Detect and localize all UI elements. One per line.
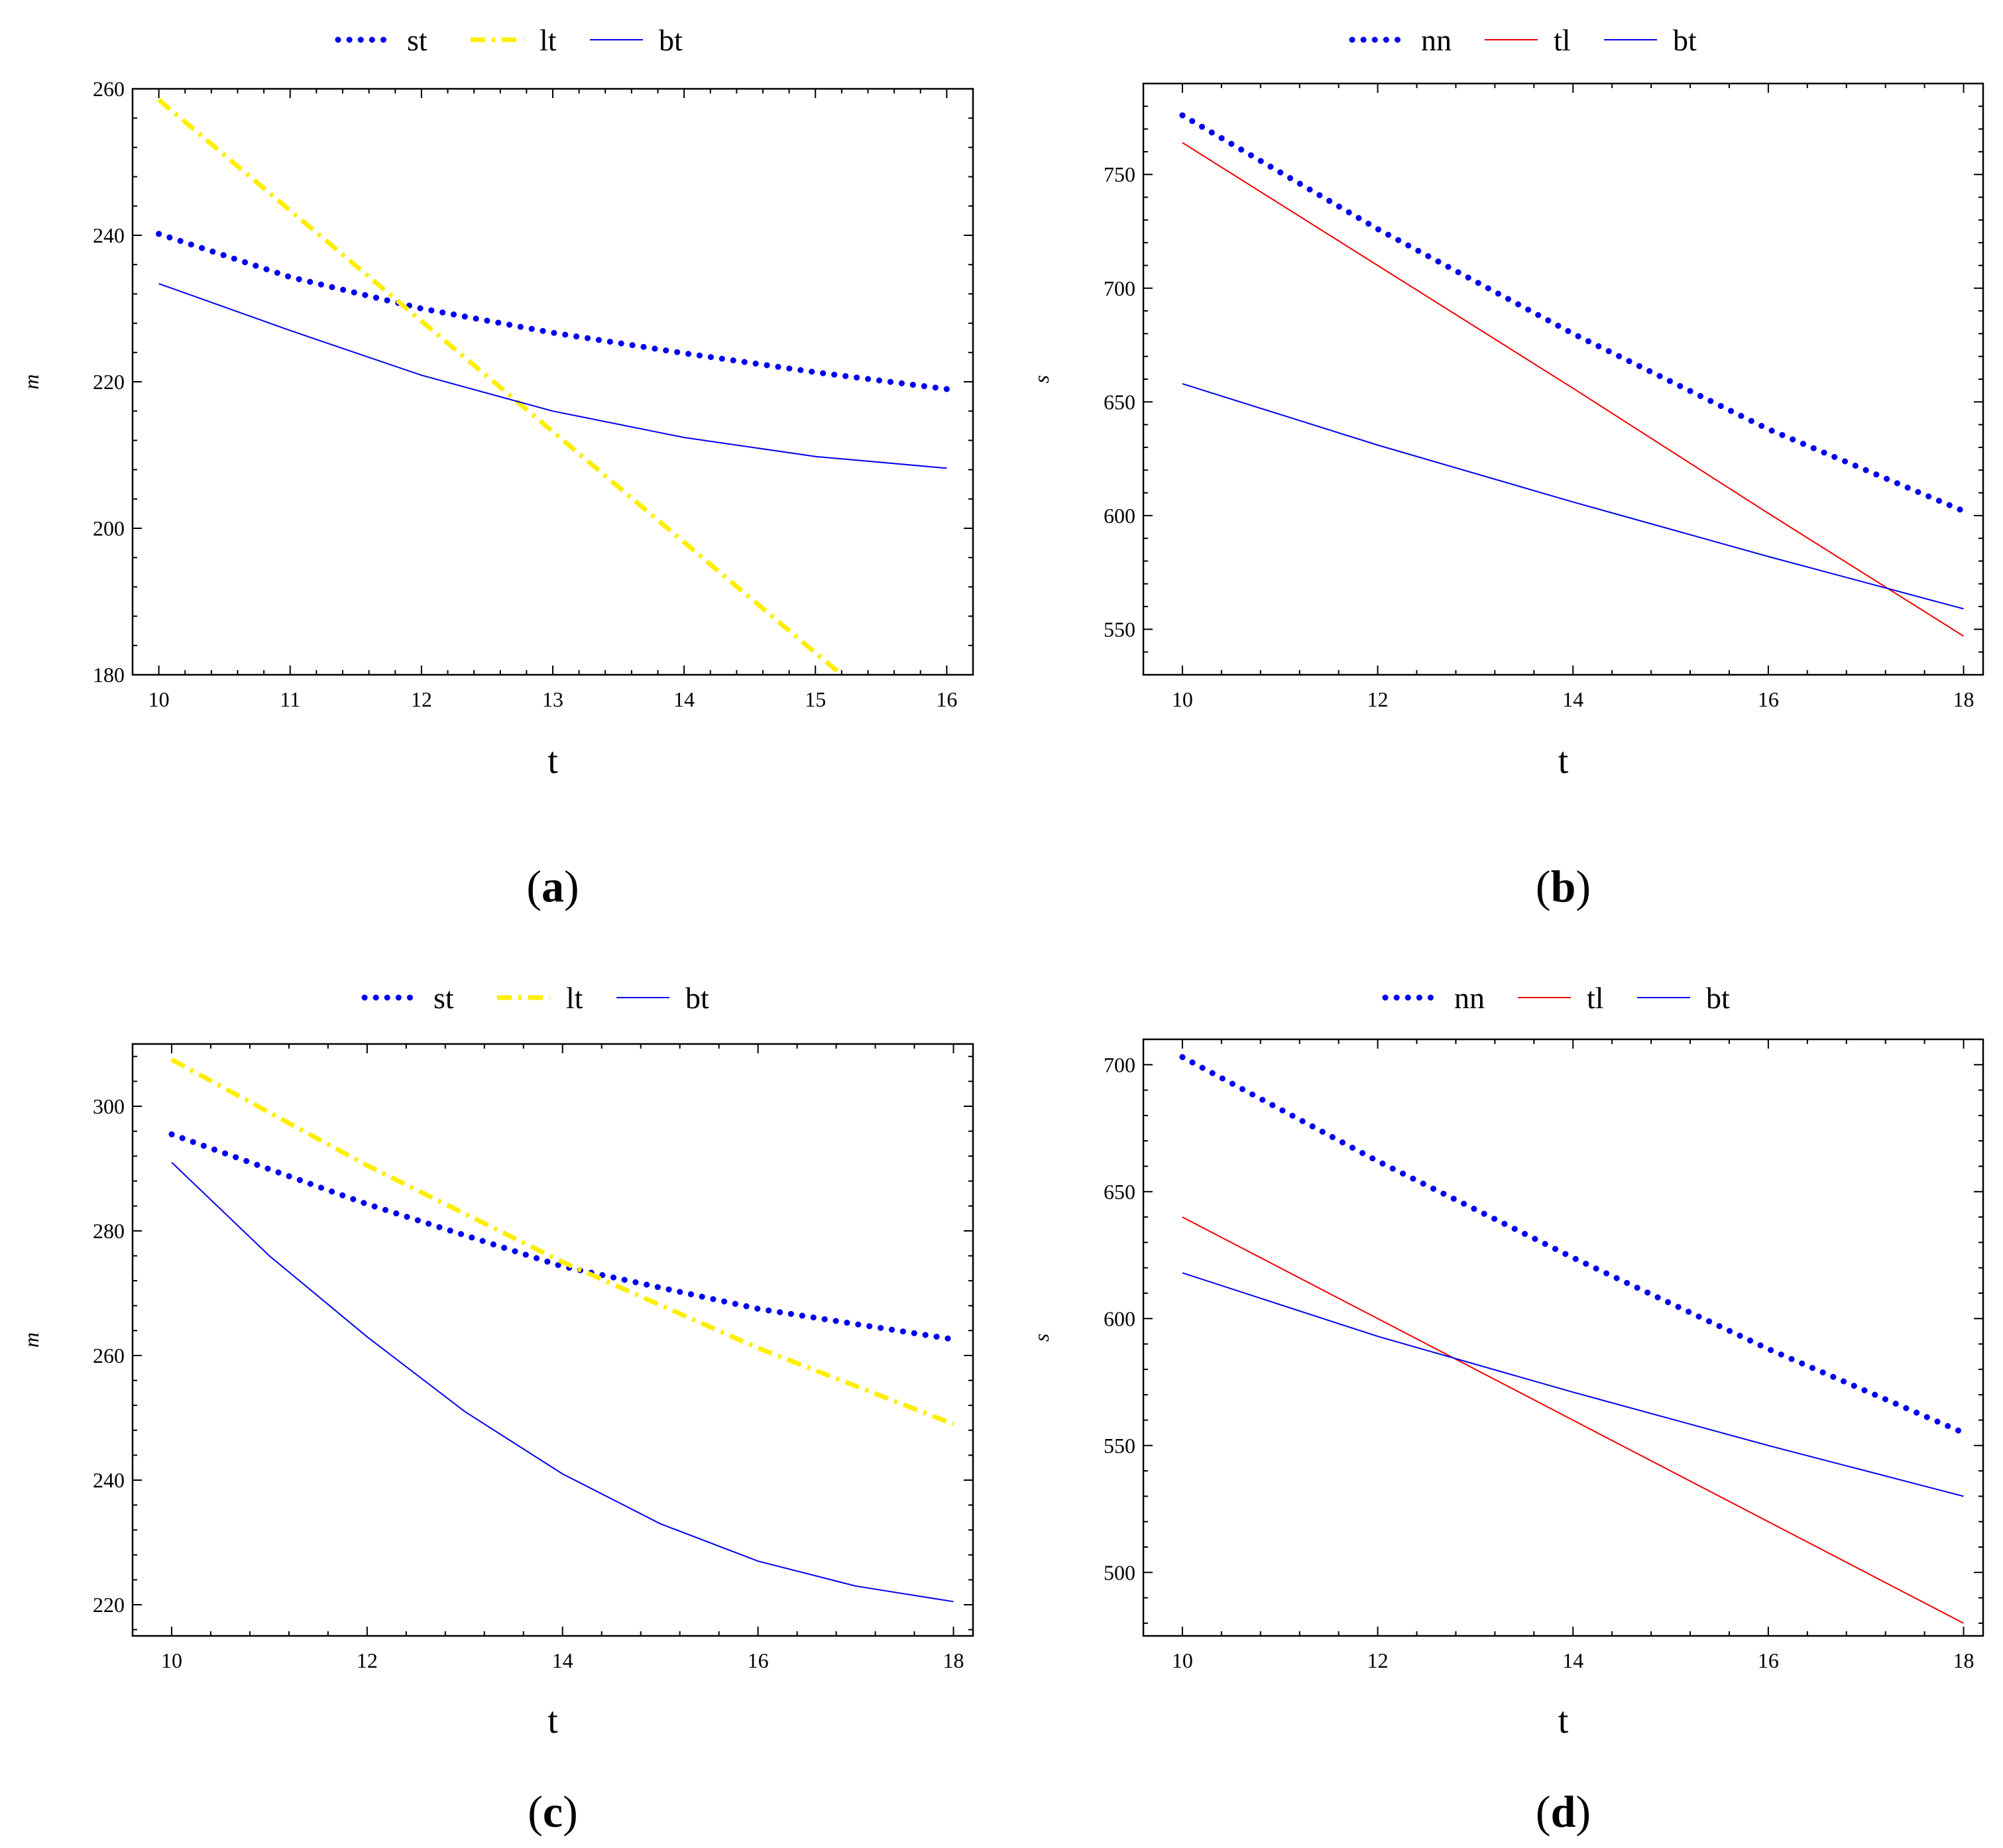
legend-label-st: st: [407, 23, 428, 57]
series-line-nn: [1179, 112, 1967, 514]
series-group: [1179, 1054, 1967, 1624]
series-line-bt: [1182, 1272, 1964, 1497]
y-tick-label: 650: [1104, 1180, 1135, 1204]
y-tick-label: 200: [93, 516, 125, 540]
y-tick-label: 600: [1104, 1306, 1135, 1330]
x-tick-label: 15: [805, 687, 826, 711]
series-line-bt: [1182, 382, 1964, 610]
series-line-bt: [158, 282, 947, 469]
x-tick-label: 10: [148, 687, 170, 711]
y-tick-label: 220: [93, 370, 125, 394]
x-axis-title: t: [547, 740, 558, 781]
y-tick-label: 220: [93, 1593, 125, 1617]
legend-label-lt: lt: [540, 23, 557, 57]
panel-caption: (c): [528, 1786, 578, 1837]
legend-label-nn: nn: [1421, 23, 1452, 57]
x-tick-label: 16: [1758, 1648, 1779, 1672]
x-tick-label: 18: [1953, 687, 1974, 711]
x-tick-label: 16: [1758, 687, 1779, 711]
series-group: [1179, 112, 1967, 637]
legend: nn tl bt: [1349, 23, 1697, 57]
y-tick-label: 240: [93, 1468, 125, 1492]
legend-label-bt: bt: [659, 23, 683, 57]
panel-caption: (a): [526, 861, 579, 911]
series-line-tl: [1182, 142, 1965, 637]
x-tick-label: 12: [1367, 1648, 1389, 1672]
legend-label-tl: tl: [1587, 981, 1604, 1015]
x-tick-label: 14: [673, 687, 695, 711]
y-tick-label: 700: [1104, 276, 1135, 300]
y-tick-label: 500: [1104, 1560, 1135, 1584]
x-tick-label: 10: [161, 1648, 182, 1672]
x-tick-label: 16: [936, 687, 957, 711]
series-line-lt: [157, 97, 844, 675]
legend-label-bt: bt: [685, 981, 709, 1015]
y-tick-label: 650: [1104, 390, 1135, 414]
x-tick-label: 18: [1953, 1648, 1974, 1672]
y-axis-title: m: [19, 1332, 43, 1348]
x-tick-label: 11: [280, 687, 300, 711]
plot-frame: [1142, 1038, 1984, 1637]
series-line-st: [168, 1131, 956, 1343]
legend: st lt bt: [361, 981, 709, 1015]
x-tick-label: 14: [1562, 1648, 1583, 1672]
legend: nn tl bt: [1382, 981, 1730, 1015]
series-group: [168, 1057, 956, 1603]
y-tick-label: 260: [93, 77, 125, 101]
series-line-st: [156, 231, 950, 392]
legend-label-lt: lt: [566, 981, 583, 1015]
y-tick-label: 550: [1104, 1434, 1135, 1458]
plot-frame: [131, 1043, 974, 1637]
y-tick-label: 550: [1104, 617, 1135, 641]
y-axis-title: s: [1029, 1334, 1053, 1342]
y-tick-label: 180: [93, 663, 125, 687]
series-line-nn: [1179, 1054, 1967, 1436]
x-tick-label: 12: [1367, 687, 1389, 711]
series-line-bt: [171, 1161, 954, 1603]
x-axis-title: t: [547, 1700, 558, 1741]
x-tick-label: 13: [542, 687, 563, 711]
series-line-tl: [1182, 1216, 1964, 1624]
series-line-lt: [170, 1057, 954, 1426]
panel-caption: (d): [1536, 1786, 1591, 1837]
plot-frame: [1142, 82, 1984, 676]
y-tick-label: 240: [93, 223, 125, 247]
legend-label-bt: bt: [1673, 23, 1697, 57]
legend: st lt bt: [335, 23, 683, 57]
series-group: [156, 97, 950, 675]
panel-c: 10 12 14 16 18 220 240 260 280 300 t m st lt bt (c): [19, 981, 974, 1837]
x-tick-label: 16: [748, 1648, 769, 1672]
x-tick-label: 14: [1562, 687, 1583, 711]
y-axis-title: s: [1029, 375, 1053, 383]
y-tick-label: 600: [1104, 504, 1135, 528]
y-tick-label: 300: [93, 1094, 125, 1118]
x-tick-label: 12: [411, 687, 432, 711]
legend-label-st: st: [433, 981, 454, 1015]
panel-b: 10 12 14 16 18 550 600 650 700 750 t s nn tl bt (b): [1029, 23, 1984, 911]
panel-caption: (b): [1536, 861, 1591, 911]
legend-label-bt: bt: [1706, 981, 1730, 1015]
x-axis-title: t: [1558, 1700, 1569, 1741]
x-tick-label: 12: [357, 1648, 378, 1672]
x-tick-label: 10: [1172, 1648, 1193, 1672]
panel-d: 10 12 14 16 18 500 550 600 650 700 t s nn tl bt (d): [1029, 981, 1984, 1837]
panel-a: 10 11 12 13 14 15 16 180 200 220 240 260 t m st lt bt (a): [19, 23, 974, 911]
y-tick-label: 260: [93, 1344, 125, 1367]
y-tick-label: 280: [93, 1219, 125, 1243]
y-tick-label: 750: [1104, 162, 1135, 186]
x-axis-title: t: [1558, 740, 1569, 781]
y-tick-label: 700: [1104, 1053, 1135, 1076]
plot-frame: [131, 87, 974, 676]
legend-label-nn: nn: [1454, 981, 1485, 1015]
y-axis-title: m: [19, 374, 43, 389]
x-tick-label: 18: [943, 1648, 964, 1672]
legend-label-tl: tl: [1554, 23, 1571, 57]
x-tick-label: 14: [552, 1648, 573, 1672]
x-tick-label: 10: [1172, 687, 1193, 711]
